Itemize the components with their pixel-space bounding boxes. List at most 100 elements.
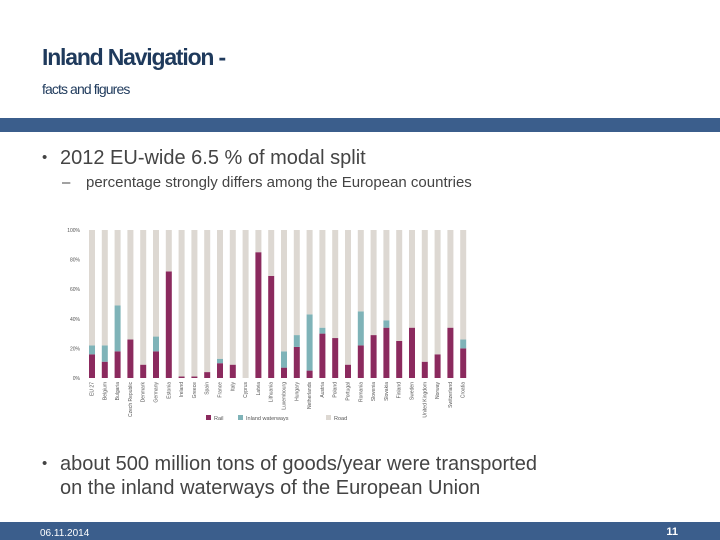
bar-inland-waterways	[217, 358, 223, 364]
bar-road	[332, 230, 339, 339]
modal-split-chart: 0% 20% 40% 60% 80% 100% EU 27 Belgium Bulgaria Cz…	[67, 228, 467, 422]
footer-bar	[0, 522, 720, 540]
x-tick-label: Belgium	[102, 382, 108, 400]
legend-label: Road	[334, 416, 347, 422]
page-number: 11	[666, 526, 678, 538]
x-tick-label: Estonia	[166, 382, 172, 399]
legend-swatch	[206, 415, 211, 420]
legend-label: Rail	[214, 416, 223, 422]
bar-rail	[140, 364, 147, 378]
bar-road	[153, 230, 159, 337]
bar-inland-waterways	[383, 320, 390, 328]
bar-rail	[319, 333, 326, 378]
bar-road	[255, 230, 262, 253]
bullet-1-text: 2012 EU-wide 6.5 % of modal split	[60, 147, 366, 169]
x-tick-label: EU 27	[90, 382, 96, 396]
slide-subtitle: facts and figures	[42, 81, 130, 97]
x-tick-label: Czech Republic	[128, 382, 134, 418]
bar-inland-waterways	[319, 327, 326, 334]
bar-rail	[268, 275, 275, 378]
bar-rail	[127, 339, 134, 378]
bar-rail	[383, 327, 390, 378]
bar-rail	[421, 361, 428, 378]
legend-swatch	[238, 415, 243, 420]
bullet-dot: •	[42, 455, 48, 472]
x-tick-label: Lithuania	[269, 382, 275, 403]
bar-road	[140, 230, 147, 365]
x-tick-label: Greece	[192, 382, 198, 399]
dash-glyph: –	[62, 174, 71, 191]
bar-rail	[409, 327, 415, 378]
bar-road	[242, 230, 249, 378]
x-tick-label: Norway	[435, 382, 441, 399]
bar-road	[89, 230, 95, 346]
bar-road	[306, 230, 313, 315]
footer-date: 06.11.2014	[40, 528, 90, 539]
x-tick-label: Cyprus	[243, 382, 249, 398]
y-tick-label: 80%	[70, 258, 81, 264]
bar-rail	[357, 345, 364, 378]
slide-title: Inland Navigation -	[42, 44, 226, 70]
legend-label: Inland waterways	[246, 416, 289, 422]
x-tick-label: Portugal	[346, 382, 352, 401]
x-tick-label: Germany	[154, 382, 160, 403]
sub-bullet-1: – percentage strongly differs among the E…	[62, 174, 472, 191]
bar-rail	[345, 364, 351, 378]
x-tick-label: Poland	[333, 382, 339, 398]
bar-road	[268, 230, 275, 276]
bar-road	[229, 230, 236, 365]
y-tick-label: 0%	[73, 376, 81, 382]
bar-inland-waterways	[357, 311, 364, 346]
x-tick-label: Croatia	[461, 382, 467, 398]
bar-rail	[191, 376, 198, 378]
bar-road	[101, 230, 108, 346]
bar-road	[447, 230, 454, 328]
bar-road	[281, 230, 287, 352]
y-tick-label: 40%	[70, 317, 81, 323]
x-tick-label: United Kingdom	[422, 382, 428, 418]
x-tick-label: Denmark	[141, 382, 147, 403]
bar-road	[383, 230, 390, 321]
bar-road	[165, 230, 172, 272]
x-tick-label: Luxembourg	[282, 382, 288, 410]
x-tick-label: Finland	[397, 382, 403, 399]
bar-road	[127, 230, 134, 340]
bar-rail	[306, 370, 313, 378]
bullet-1: • 2012 EU-wide 6.5 % of modal split	[42, 146, 366, 170]
header-bar	[0, 118, 720, 132]
bar-road	[319, 230, 326, 328]
bar-rail	[165, 271, 172, 378]
legend-swatch	[326, 415, 331, 420]
x-tick-label: France	[218, 382, 224, 398]
bar-rail	[396, 341, 403, 378]
bar-rail	[460, 348, 467, 378]
bar-road	[191, 230, 198, 377]
x-tick-label: Netherlands	[307, 382, 313, 409]
bar-road	[421, 230, 428, 362]
x-tick-label: Slovakia	[384, 382, 390, 401]
x-tick-label: Hungary	[294, 382, 300, 401]
bar-rail	[255, 252, 262, 378]
bar-road	[293, 230, 300, 336]
x-tick-label: Ireland	[179, 382, 185, 398]
bar-inland-waterways	[153, 336, 159, 352]
bar-rail	[89, 354, 95, 378]
bar-rail	[204, 372, 211, 378]
bar-rail	[281, 367, 287, 378]
bar-rail	[447, 327, 454, 378]
bullet-dot: •	[42, 149, 48, 166]
x-tick-label: Switzerland	[448, 382, 454, 408]
bar-inland-waterways	[101, 345, 108, 362]
bar-road	[434, 230, 441, 355]
bar-road	[114, 230, 121, 306]
bar-road	[178, 230, 185, 377]
bar-inland-waterways	[281, 351, 287, 368]
bar-road	[217, 230, 223, 359]
x-tick-label: Spain	[205, 382, 211, 395]
bar-inland-waterways	[89, 345, 95, 355]
bar-road	[345, 230, 351, 365]
x-tick-label: Italy	[230, 382, 236, 392]
x-tick-label: Sweden	[410, 382, 416, 400]
bar-road	[460, 230, 467, 340]
bar-rail	[178, 376, 185, 378]
